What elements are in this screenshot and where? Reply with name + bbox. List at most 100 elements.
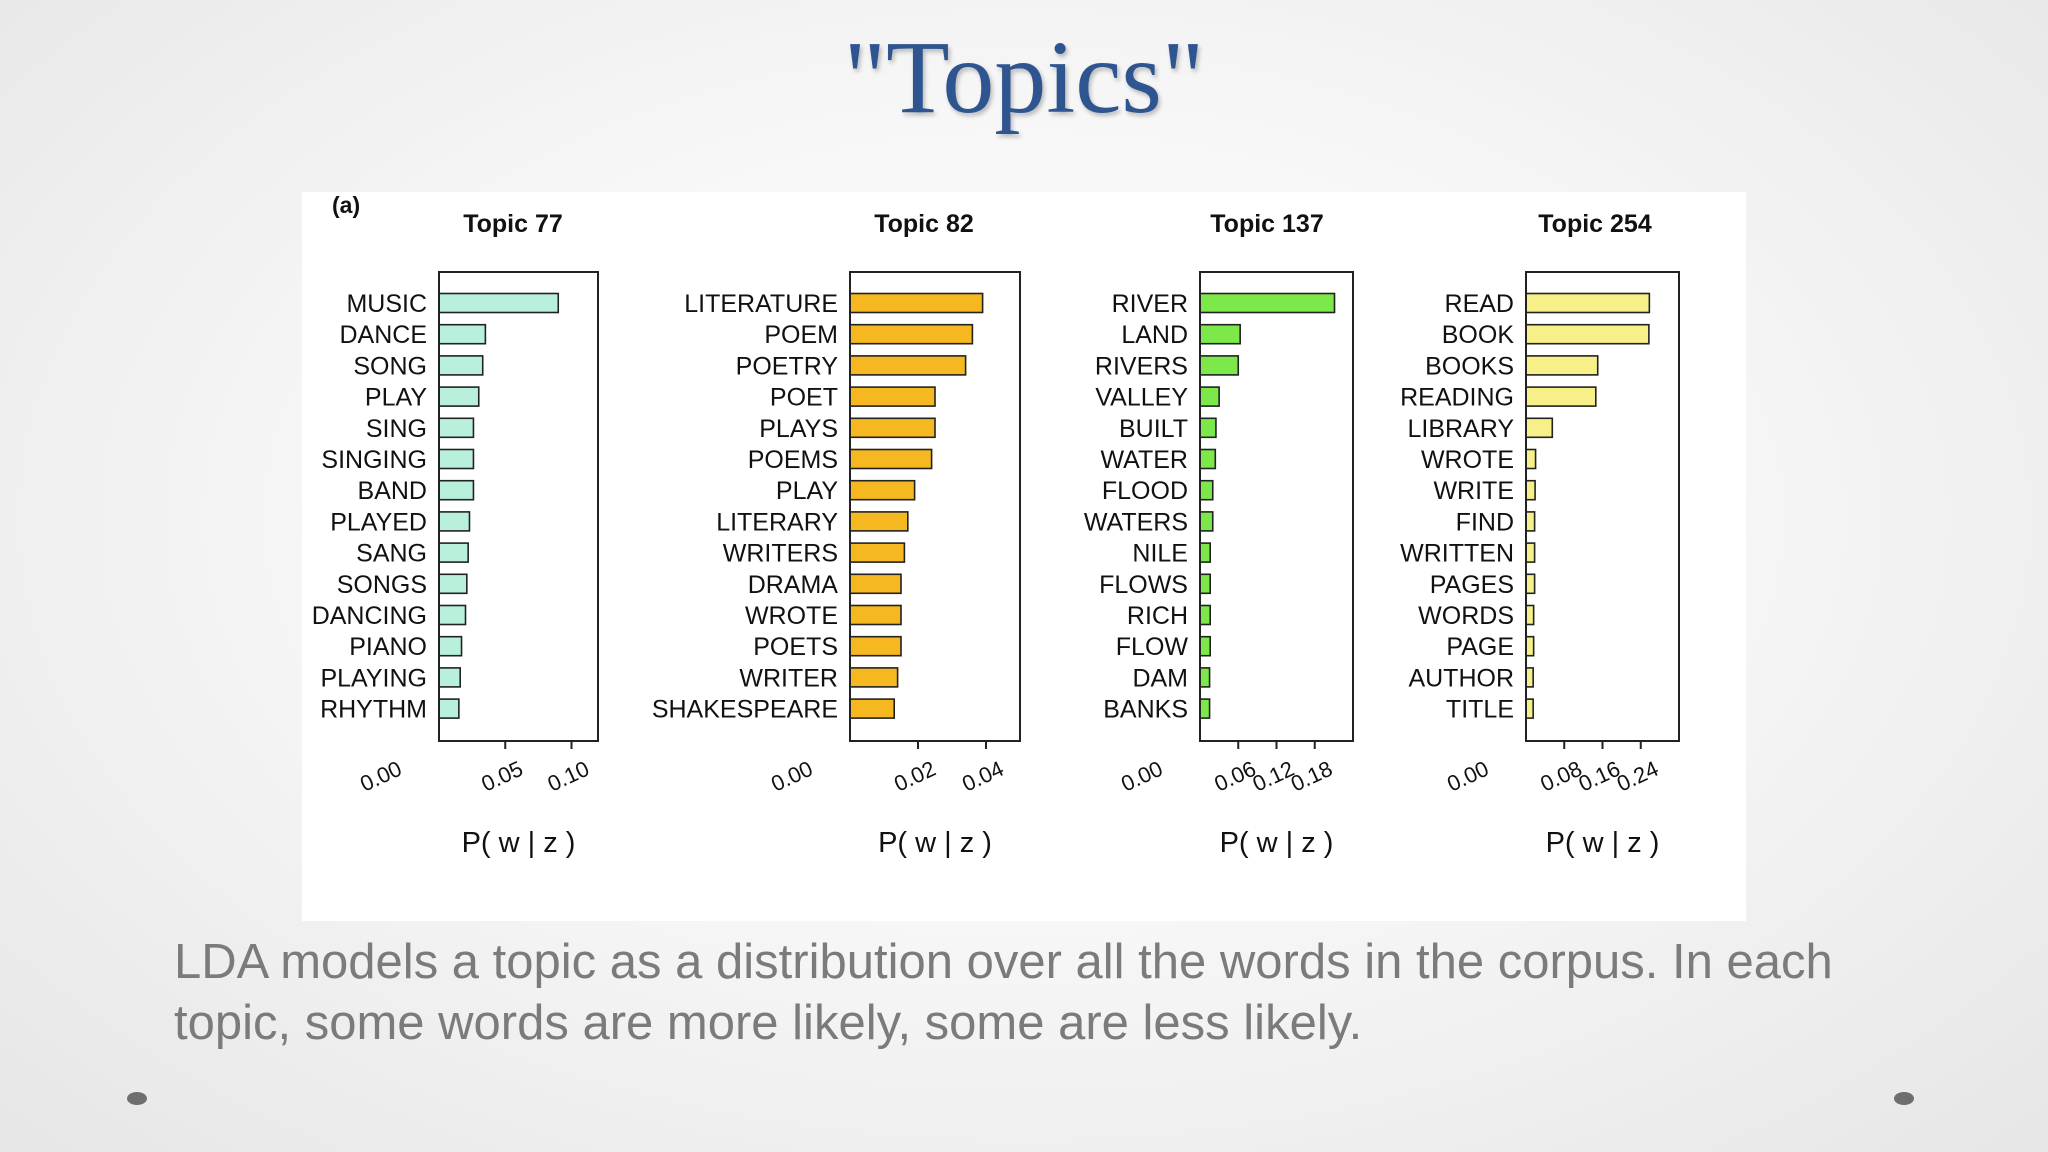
chart-title: Topic 137: [1210, 210, 1323, 238]
bar: [1199, 542, 1211, 563]
bar: [1525, 479, 1536, 501]
bar: [438, 542, 469, 563]
tick-label: 0.00: [767, 756, 816, 797]
category-label: PLAYING: [320, 664, 427, 692]
tick-label: 0.24: [1613, 756, 1662, 797]
category-label: POEMS: [748, 446, 838, 474]
bar: [438, 292, 560, 314]
bar: [438, 355, 484, 376]
bar: [438, 417, 475, 439]
bar: [849, 355, 967, 376]
bar: [1199, 698, 1211, 719]
category-label: WORDS: [1418, 602, 1514, 630]
category-label: WRITERS: [723, 540, 838, 568]
bar: [1199, 604, 1211, 626]
category-label: DRAMA: [748, 571, 839, 599]
category-label: PLAYS: [759, 415, 838, 443]
category-label: WRITE: [1433, 477, 1514, 505]
bar: [1525, 573, 1536, 595]
slide-bullet-dot-right: [1894, 1092, 1914, 1105]
category-label: PLAY: [365, 384, 427, 412]
category-label: NILE: [1132, 540, 1188, 568]
chart-title: Topic 254: [1538, 210, 1652, 238]
bar: [1525, 448, 1537, 470]
category-label: LAND: [1121, 321, 1188, 349]
bar: [849, 448, 933, 470]
bar: [1199, 386, 1220, 407]
bar: [849, 635, 902, 657]
tick-label: 0.10: [544, 756, 593, 797]
category-label: TITLE: [1446, 696, 1514, 724]
category-label: RIVER: [1112, 290, 1188, 318]
bar: [438, 479, 475, 501]
category-label: PLAY: [776, 477, 838, 505]
bar: [849, 604, 902, 626]
category-label: SINGING: [321, 446, 427, 474]
category-label: MUSIC: [346, 290, 427, 318]
x-axis-label: P( w | z ): [878, 827, 992, 859]
category-label: AUTHOR: [1408, 664, 1514, 692]
category-label: FLOWS: [1099, 571, 1188, 599]
bar: [1525, 323, 1650, 345]
tick-label: 0.04: [958, 756, 1007, 797]
category-label: LITERATURE: [684, 290, 838, 318]
bar: [438, 448, 475, 470]
tick-label: 0.05: [477, 756, 526, 797]
category-label: BANKS: [1103, 696, 1188, 724]
category-label: POETS: [753, 633, 838, 661]
x-axis-label: P( w | z ): [462, 827, 576, 859]
bar: [1525, 604, 1535, 626]
category-label: SING: [366, 415, 427, 443]
bar: [1199, 448, 1217, 470]
bar: [438, 573, 468, 595]
bar: [849, 542, 906, 563]
category-label: PLAYED: [330, 508, 427, 536]
chart-title: Topic 82: [874, 210, 974, 238]
slide-bullet-dot-left: [127, 1092, 147, 1105]
category-label: PIANO: [349, 633, 427, 661]
bar: [1199, 667, 1211, 688]
category-label: DAM: [1132, 664, 1188, 692]
category-label: RICH: [1127, 602, 1188, 630]
topic-bar-charts-figure: (a) Topic 77 MUSIC DANCE SONG PLAY SING SINGIN…: [302, 192, 1746, 921]
category-label: LITERARY: [716, 508, 838, 536]
category-label: POETRY: [736, 352, 839, 380]
bar: [1525, 386, 1597, 407]
category-label: FLOOD: [1102, 477, 1188, 505]
bar: [849, 698, 896, 719]
bar: [849, 386, 936, 407]
bar: [1525, 292, 1651, 314]
category-label: BOOK: [1442, 321, 1515, 349]
category-label: READING: [1400, 384, 1514, 412]
bar: [1199, 635, 1211, 657]
category-label: BAND: [358, 477, 427, 505]
bar: [438, 698, 460, 719]
x-axis-label: P( w | z ): [1546, 827, 1660, 859]
bar: [849, 511, 909, 532]
plot-frame: [438, 271, 599, 742]
tick-label: 0.00: [356, 756, 405, 797]
bar: [1525, 667, 1534, 688]
category-label: SANG: [356, 540, 427, 568]
bar: [1199, 511, 1214, 532]
panel-label: (a): [332, 192, 360, 218]
bar: [849, 417, 936, 439]
bar: [849, 479, 916, 501]
bar: [438, 604, 467, 626]
category-label: WROTE: [745, 602, 838, 630]
chart-title: Topic 77: [463, 210, 563, 238]
bar: [1199, 417, 1217, 439]
category-label: WATERS: [1084, 508, 1188, 536]
tick-label: 0.02: [890, 756, 939, 797]
tick-label: 0.00: [1117, 756, 1166, 797]
category-label: READ: [1445, 290, 1514, 318]
category-label: WROTE: [1421, 446, 1514, 474]
category-label: RHYTHM: [320, 696, 427, 724]
category-label: BUILT: [1119, 415, 1188, 443]
bar: [1199, 479, 1214, 501]
category-label: FLOW: [1116, 633, 1189, 661]
category-label: DANCING: [312, 602, 427, 630]
bar: [438, 323, 487, 345]
x-axis-label: P( w | z ): [1220, 827, 1334, 859]
bar: [849, 667, 899, 688]
